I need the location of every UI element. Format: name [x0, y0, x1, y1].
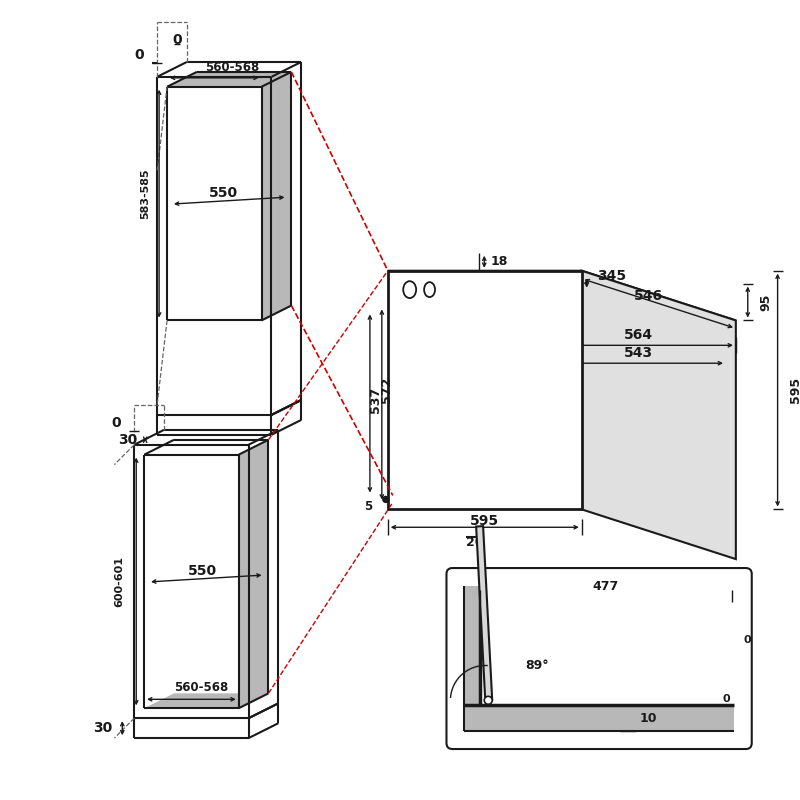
- Polygon shape: [464, 586, 480, 706]
- Text: 89°: 89°: [525, 659, 549, 672]
- Text: 543: 543: [624, 346, 653, 360]
- Text: 95: 95: [759, 294, 772, 311]
- Text: 0: 0: [111, 416, 121, 430]
- Polygon shape: [464, 706, 734, 731]
- Ellipse shape: [424, 282, 435, 297]
- Text: 30: 30: [93, 721, 112, 735]
- Polygon shape: [388, 270, 736, 321]
- Text: 550: 550: [209, 186, 238, 200]
- Text: 560-568: 560-568: [174, 681, 228, 694]
- Text: 546: 546: [634, 289, 663, 302]
- Text: 5: 5: [364, 500, 372, 513]
- Polygon shape: [144, 694, 269, 708]
- Text: 600-601: 600-601: [114, 557, 124, 607]
- Ellipse shape: [403, 281, 416, 298]
- Polygon shape: [167, 72, 291, 86]
- Text: 572: 572: [380, 377, 394, 403]
- Text: 30: 30: [118, 433, 137, 446]
- Polygon shape: [262, 72, 291, 321]
- Text: 0: 0: [744, 634, 751, 645]
- Text: 537: 537: [370, 387, 382, 413]
- Polygon shape: [388, 270, 582, 510]
- Text: 0: 0: [172, 33, 182, 47]
- Text: 0: 0: [722, 694, 730, 704]
- Circle shape: [484, 696, 492, 704]
- FancyBboxPatch shape: [446, 568, 752, 749]
- Text: 595: 595: [470, 514, 499, 528]
- Text: 477: 477: [593, 581, 618, 594]
- Text: 345: 345: [597, 269, 626, 282]
- Text: 10: 10: [639, 712, 657, 725]
- Text: 20: 20: [466, 536, 483, 549]
- Polygon shape: [238, 440, 269, 708]
- Text: 564: 564: [624, 328, 653, 342]
- Text: 0: 0: [134, 48, 144, 62]
- Polygon shape: [582, 270, 736, 559]
- Text: 18: 18: [490, 255, 508, 268]
- Text: 560-568: 560-568: [205, 62, 259, 74]
- Text: 583-585: 583-585: [140, 169, 150, 219]
- Polygon shape: [476, 526, 492, 700]
- Circle shape: [383, 497, 389, 502]
- Text: 595: 595: [789, 377, 800, 403]
- Text: 550: 550: [188, 564, 218, 578]
